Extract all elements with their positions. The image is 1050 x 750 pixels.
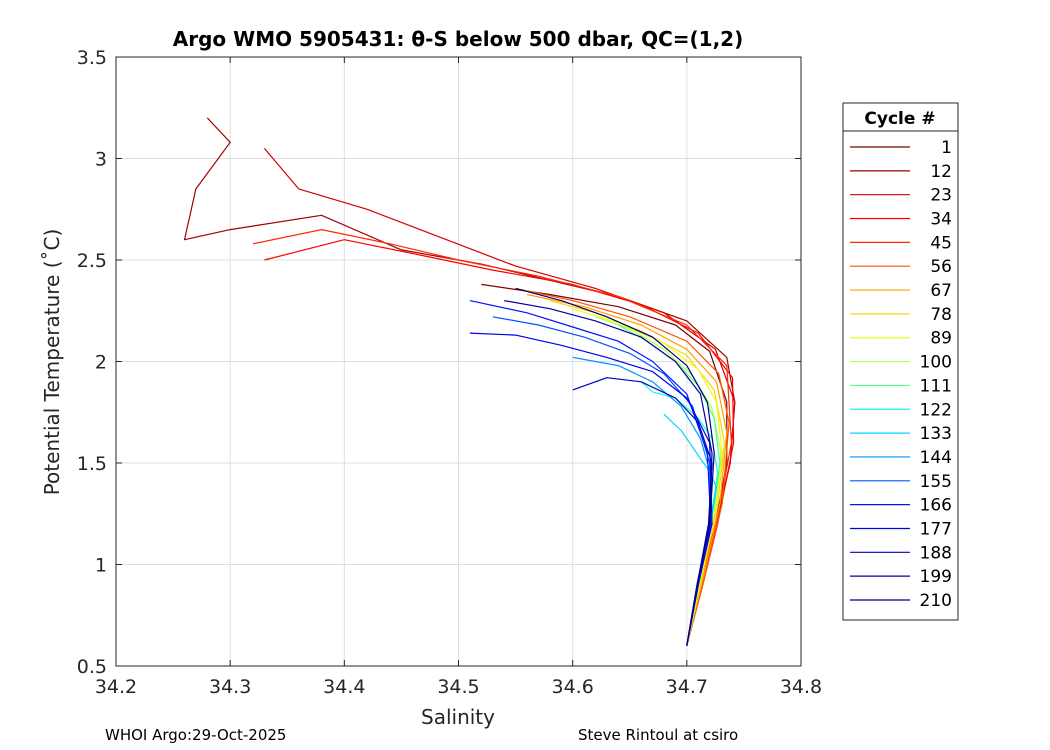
y-tick-label: 2 bbox=[95, 352, 107, 374]
x-tick-label: 34.8 bbox=[780, 676, 822, 698]
series-line-cycle-56 bbox=[515, 287, 730, 646]
legend-label: 67 bbox=[930, 281, 952, 301]
legend-label: 122 bbox=[920, 400, 952, 420]
legend-label: 166 bbox=[920, 496, 952, 516]
y-tick-label: 3.5 bbox=[77, 47, 107, 69]
x-tick-label: 34.4 bbox=[323, 676, 365, 698]
legend-items: 1 12 23 34 45 56 67 78 89 100 111 122 133 144 155 166 17… bbox=[850, 138, 952, 611]
legend-label: 12 bbox=[930, 162, 952, 182]
legend-label: 199 bbox=[920, 567, 952, 587]
legend-label: 34 bbox=[930, 210, 952, 230]
legend-title: Cycle # bbox=[864, 109, 935, 129]
x-tick-label: 34.6 bbox=[552, 676, 594, 698]
series-line-cycle-45 bbox=[252, 229, 733, 646]
legend-label: 56 bbox=[930, 257, 952, 277]
legend-label: 133 bbox=[920, 424, 952, 444]
y-tick-label: 1.5 bbox=[77, 453, 107, 475]
axis-ticks: 34.2 34.3 34.4 34.5 34.6 34.7 34.8 0.5 1 1.5 2 2.5 3… bbox=[77, 47, 822, 698]
legend-label: 111 bbox=[920, 376, 952, 396]
x-tick-label: 34.2 bbox=[95, 676, 137, 698]
series-group bbox=[183, 117, 736, 646]
footer-source: WHOI Argo:29-Oct-2025 bbox=[105, 726, 287, 744]
legend: Cycle # 1 12 23 34 45 56 67 78 89 100 111 122 133 144… bbox=[842, 102, 959, 621]
legend-label: 155 bbox=[920, 472, 952, 492]
y-axis-label: Potential Temperature (˚C) bbox=[40, 229, 64, 496]
chart-title: Argo WMO 5905431: θ-S below 500 dbar, QC… bbox=[173, 27, 743, 51]
legend-label: 188 bbox=[920, 543, 952, 563]
x-axis-label: Salinity bbox=[421, 705, 495, 729]
footer-credit: Steve Rintoul at csiro bbox=[578, 726, 739, 744]
x-tick-label: 34.3 bbox=[209, 676, 251, 698]
y-tick-label: 2.5 bbox=[77, 250, 107, 272]
x-tick-label: 34.7 bbox=[666, 676, 708, 698]
legend-label: 144 bbox=[920, 448, 952, 468]
y-tick-label: 1 bbox=[95, 555, 107, 577]
series-line-cycle-177 bbox=[469, 332, 713, 646]
legend-label: 89 bbox=[930, 329, 952, 349]
legend-label: 23 bbox=[930, 186, 952, 206]
legend-label: 100 bbox=[920, 353, 952, 373]
legend-label: 45 bbox=[930, 233, 952, 253]
legend-label: 1 bbox=[941, 138, 952, 158]
series-line-cycle-89 bbox=[572, 308, 723, 646]
y-tick-label: 0.5 bbox=[77, 656, 107, 678]
y-tick-label: 3 bbox=[95, 149, 107, 171]
legend-label: 78 bbox=[930, 305, 952, 325]
legend-label: 177 bbox=[920, 519, 952, 539]
series-line-cycle-210 bbox=[515, 287, 715, 646]
legend-label: 210 bbox=[920, 591, 952, 611]
series-line-cycle-67 bbox=[526, 293, 728, 646]
x-tick-label: 34.5 bbox=[437, 676, 479, 698]
